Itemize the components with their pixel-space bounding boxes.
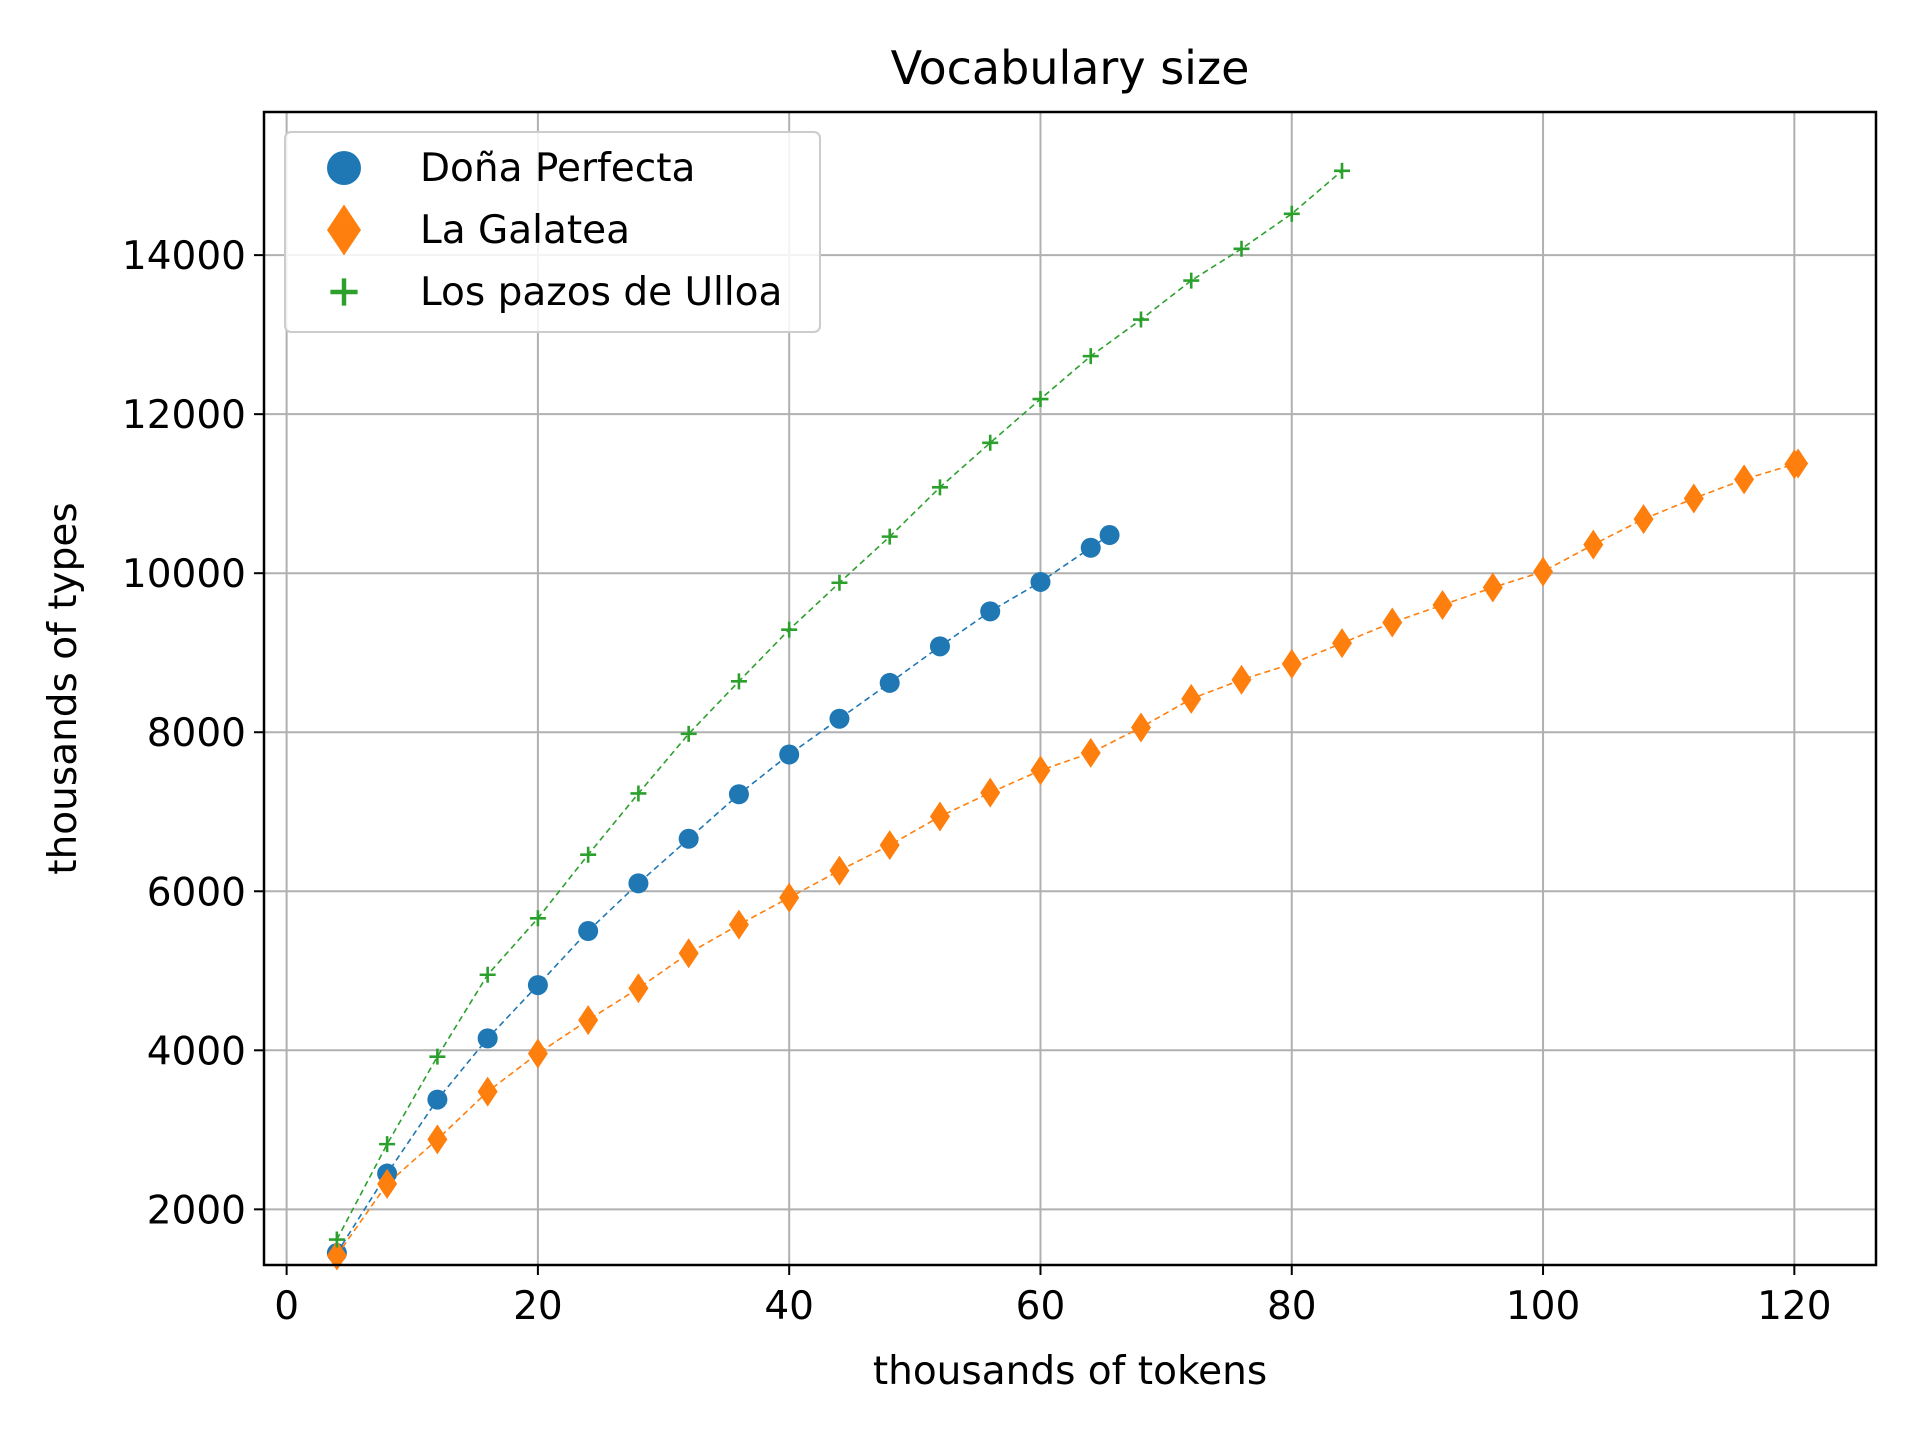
data-point (1683, 483, 1704, 514)
data-point (578, 1005, 599, 1036)
data-point (1032, 391, 1049, 408)
data-point (1099, 525, 1120, 546)
data-point (429, 1048, 446, 1065)
x-tick-label: 80 (1267, 1284, 1317, 1329)
data-point (1283, 205, 1300, 222)
data-point (1281, 648, 1302, 679)
data-point (1231, 664, 1252, 695)
data-point (929, 636, 950, 657)
y-tick-label: 12000 (122, 393, 246, 438)
data-point (427, 1089, 448, 1110)
data-point (328, 1231, 345, 1248)
x-tick-label: 60 (1016, 1284, 1066, 1329)
data-point (1030, 571, 1051, 592)
data-point (1130, 712, 1151, 743)
data-point (1633, 504, 1654, 535)
y-tick-label: 6000 (147, 870, 246, 915)
data-point (680, 725, 697, 742)
legend-label: Los pazos de Ulloa (420, 270, 782, 315)
data-point (630, 785, 647, 802)
legend-marker (327, 151, 361, 185)
data-point (879, 830, 900, 861)
legend: Doña Perfecta La Galatea Los pazos de Ullo… (284, 131, 821, 333)
y-tick-label: 4000 (147, 1029, 246, 1074)
data-point (1183, 272, 1200, 289)
data-point (1382, 607, 1403, 638)
data-point (728, 909, 749, 940)
data-point (628, 873, 649, 894)
data-point (779, 744, 800, 765)
data-point (479, 966, 496, 983)
data-point (527, 1038, 548, 1069)
axis-ticks: 0 20 40 60 80 100 120 2000 4000 6000 8000 10000 1200… (122, 234, 1832, 1329)
data-point (879, 672, 900, 693)
data-point (580, 846, 597, 863)
data-point (980, 601, 1001, 622)
data-point (1432, 590, 1453, 621)
data-point (379, 1136, 396, 1153)
y-tick-label: 14000 (122, 234, 246, 279)
data-point (1482, 572, 1503, 603)
data-point (477, 1076, 498, 1107)
data-point (527, 975, 548, 996)
series-2 (328, 162, 1351, 1248)
y-tick-label: 8000 (147, 711, 246, 756)
data-point (1181, 683, 1202, 714)
data-point (1583, 529, 1604, 560)
x-tick-label: 0 (274, 1284, 299, 1329)
x-axis-label: thousands of tokens (873, 1349, 1267, 1394)
data-point (829, 855, 850, 886)
data-point (980, 777, 1001, 808)
data-point (1132, 311, 1149, 328)
x-tick-label: 20 (513, 1284, 563, 1329)
data-point (477, 1028, 498, 1049)
data-point (831, 574, 848, 591)
data-point (931, 479, 948, 496)
legend-label: La Galatea (420, 208, 630, 253)
x-tick-label: 100 (1506, 1284, 1580, 1329)
data-point (728, 784, 749, 805)
plot-series (326, 162, 1809, 1271)
chart-title: Vocabulary size (891, 41, 1250, 95)
data-point (1030, 755, 1051, 786)
data-point (326, 1240, 347, 1271)
data-point (529, 910, 546, 927)
y-tick-label: 10000 (122, 552, 246, 597)
data-point (781, 621, 798, 638)
data-point (1533, 556, 1554, 587)
legend-label: Doña Perfecta (420, 146, 695, 191)
legend-marker (327, 204, 361, 256)
x-tick-label: 120 (1757, 1284, 1831, 1329)
data-point (1788, 448, 1809, 479)
data-point (678, 938, 699, 969)
plot-frame (262, 110, 1878, 1267)
data-point (1334, 162, 1351, 179)
data-point (881, 528, 898, 545)
data-point (1233, 240, 1250, 257)
legend-marker (330, 278, 358, 306)
data-point (1734, 464, 1755, 495)
series-1 (326, 448, 1809, 1271)
data-point (982, 434, 999, 451)
data-point (427, 1124, 448, 1155)
data-point (578, 921, 599, 942)
y-axis-label: thousands of types (41, 502, 86, 874)
data-point (1332, 628, 1353, 659)
data-point (377, 1168, 398, 1199)
data-point (929, 801, 950, 832)
data-point (678, 828, 699, 849)
legend-box (284, 131, 821, 333)
series-0 (326, 525, 1120, 1264)
y-tick-label: 2000 (147, 1188, 246, 1233)
data-point (779, 882, 800, 913)
data-point (1082, 348, 1099, 365)
data-point (628, 973, 649, 1004)
data-point (829, 708, 850, 729)
data-point (1080, 737, 1101, 768)
x-tick-label: 40 (764, 1284, 814, 1329)
data-point (730, 673, 747, 690)
data-point (1080, 537, 1101, 558)
